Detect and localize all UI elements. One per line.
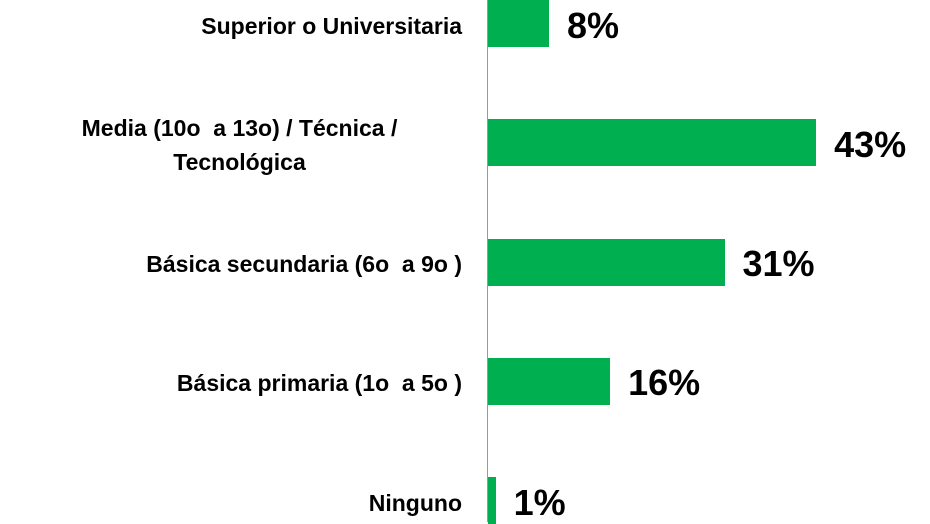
value-label: 31% [742, 243, 815, 285]
bar [488, 0, 550, 47]
category-label: Básica primaria (1o a 5o ) [176, 370, 462, 397]
value-label: 43% [834, 123, 907, 165]
bar [488, 119, 817, 167]
category-label: Básica secundaria (6o a 9o ) [146, 251, 462, 278]
value-label: 16% [628, 362, 701, 404]
bar [488, 238, 725, 286]
bar [488, 357, 611, 405]
value-label: 8% [567, 4, 620, 46]
bar [488, 477, 496, 524]
axis-line [487, 0, 488, 522]
category-label: Ninguno [368, 489, 462, 516]
value-label: 1% [513, 481, 566, 523]
category-label: Media (10o a 13o) / Técnica / Tecnológic… [81, 114, 404, 175]
category-label: Superior o Universitaria [201, 12, 462, 39]
